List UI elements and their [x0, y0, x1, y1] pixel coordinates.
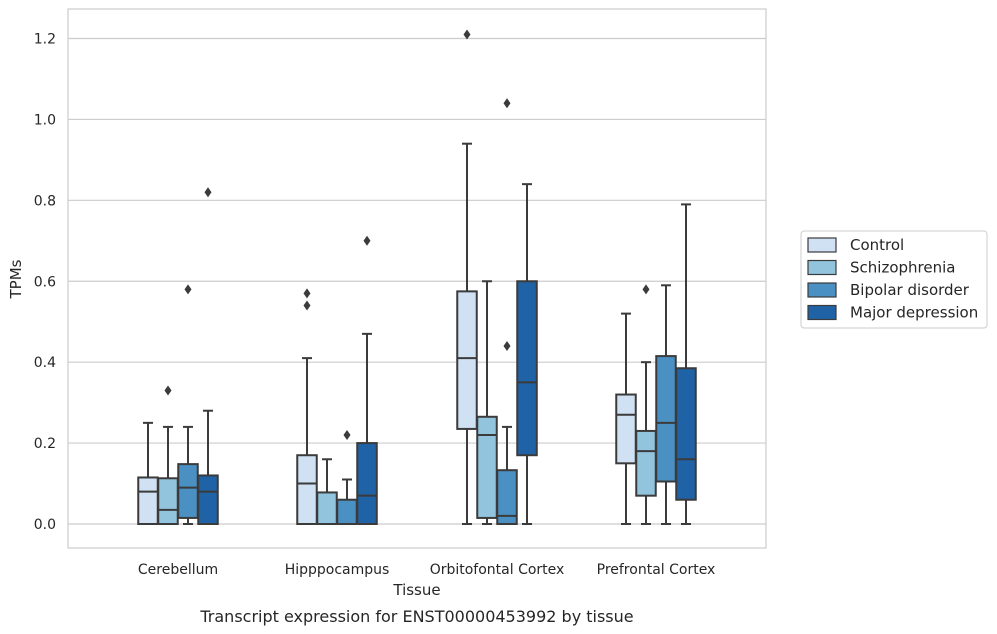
box-schizophrenia: [635, 284, 657, 525]
box-major-depression: [197, 187, 219, 526]
box-control: [456, 29, 478, 525]
box-iqr: [157, 477, 179, 525]
box-iqr: [516, 280, 538, 457]
legend-label: Major depression: [850, 304, 978, 322]
box-iqr: [177, 463, 199, 519]
box-iqr: [496, 469, 518, 526]
outlier-point: [343, 429, 351, 440]
box-bipolar-disorder: [336, 429, 358, 526]
x-axis-label: Tissue: [392, 581, 440, 599]
legend: Control Schizophrenia Bipolar disorder Majo…: [800, 230, 988, 329]
outlier-point: [503, 340, 511, 351]
x-tick-label: Cerebellum: [138, 562, 218, 578]
x-tick-labels: Cerebellum Hipppocampus Orbitofontal Corte…: [138, 562, 715, 578]
box-control: [137, 421, 159, 526]
box-iqr: [137, 476, 159, 526]
box-bipolar-disorder: [655, 284, 677, 525]
outlier-point: [303, 300, 311, 311]
y-tick-label: 0.0: [34, 517, 56, 533]
outlier-point: [642, 284, 650, 295]
legend-swatch: [807, 304, 837, 321]
x-tick-label: Prefrontal Cortex: [597, 562, 716, 578]
box-iqr: [336, 498, 358, 526]
box-groups: [137, 29, 697, 526]
y-tick-label: 0.2: [34, 436, 56, 452]
box-control: [296, 288, 318, 525]
box-major-depression: [675, 203, 697, 525]
box-major-depression: [356, 235, 378, 526]
legend-swatch: [807, 282, 837, 298]
legend-label: Control: [850, 236, 904, 254]
box-schizophrenia: [476, 280, 498, 525]
y-axis-label: TPMs: [7, 259, 25, 299]
box-schizophrenia: [316, 458, 338, 526]
y-tick-label: 1.0: [34, 112, 56, 128]
grid-lines: [68, 37, 766, 525]
box-major-depression: [516, 183, 538, 525]
legend-swatch: [807, 237, 837, 253]
box-bipolar-disorder: [177, 284, 199, 525]
box-iqr: [197, 474, 219, 526]
outlier-point: [463, 29, 471, 40]
legend-item: Major depression: [807, 304, 978, 322]
plot-frame: [67, 8, 767, 549]
box-iqr: [456, 290, 478, 430]
outlier-point: [164, 385, 172, 396]
box-schizophrenia: [157, 385, 179, 525]
x-tick-label: Orbitofontal Cortex: [430, 562, 565, 578]
box-iqr: [675, 367, 697, 501]
y-tick-label: 0.8: [34, 193, 56, 209]
box-iqr: [655, 355, 677, 483]
legend-item: Control: [807, 236, 904, 254]
x-tick-label: Hipppocampus: [285, 562, 390, 578]
outlier-point: [503, 98, 511, 109]
legend-item: Schizophrenia: [807, 259, 955, 277]
box-bipolar-disorder: [496, 98, 518, 526]
y-tick-label: 0.4: [34, 355, 56, 371]
box-iqr: [635, 429, 657, 497]
legend-label: Bipolar disorder: [850, 281, 970, 299]
chart-caption: Transcript expression for ENST0000045399…: [199, 607, 633, 626]
legend-label: Schizophrenia: [850, 259, 955, 277]
legend-item: Bipolar disorder: [807, 281, 970, 299]
legend-swatch: [807, 259, 837, 276]
legend-frame: [800, 230, 988, 329]
y-tick-label: 0.6: [34, 274, 56, 290]
box-iqr: [296, 454, 318, 525]
y-tick-labels: 0.0 0.2 0.4 0.6 0.8 1.0 1.2: [34, 32, 56, 534]
outlier-point: [184, 284, 192, 295]
outlier-point: [363, 235, 371, 246]
outlier-point: [303, 288, 311, 299]
outlier-point: [204, 187, 212, 198]
box-iqr: [316, 491, 338, 526]
box-iqr: [476, 415, 498, 519]
box-control: [615, 312, 637, 525]
box-iqr: [615, 393, 637, 465]
y-tick-label: 1.2: [34, 32, 56, 48]
box-iqr: [356, 442, 378, 526]
